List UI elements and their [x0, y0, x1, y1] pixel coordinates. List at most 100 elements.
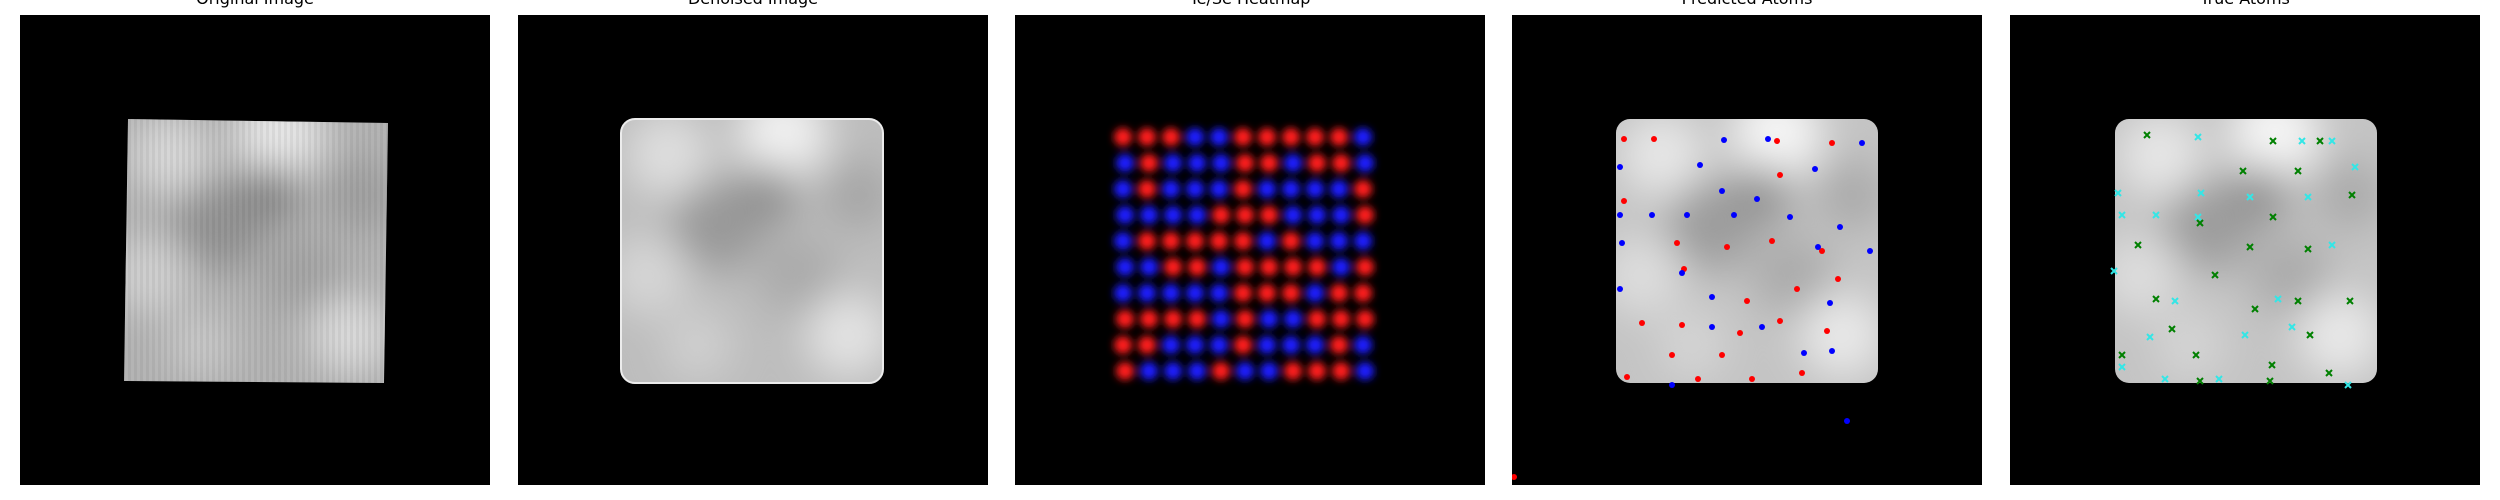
predicted-atom-marker [1669, 352, 1675, 358]
predicted-atom-marker [1759, 324, 1765, 330]
heatmap-dot [1234, 128, 1252, 146]
heatmap-dot [1114, 232, 1132, 250]
heatmap-dot [1258, 180, 1276, 198]
heatmap-dot [1162, 284, 1180, 302]
true-atom-marker [2246, 243, 2254, 251]
heatmap-dot [1138, 336, 1156, 354]
heatmap-dot [1282, 180, 1300, 198]
heatmap-dot [1284, 206, 1302, 224]
heatmap-dot [1210, 128, 1228, 146]
heatmap-dot [1356, 362, 1374, 380]
heatmap-dot [1258, 232, 1276, 250]
true-atom-marker [2211, 271, 2219, 279]
heatmap-dot [1354, 284, 1372, 302]
heatmap-dot [1308, 310, 1326, 328]
predicted-atom-marker [1624, 374, 1630, 380]
heatmap-dot [1114, 180, 1132, 198]
predicted-atom-marker [1679, 322, 1685, 328]
heatmap-dot [1308, 154, 1326, 172]
predicted-atom-marker [1684, 212, 1690, 218]
predicted-atom-marker [1617, 164, 1623, 170]
heatmap-dot [1164, 206, 1182, 224]
panel-true [2010, 15, 2480, 485]
true-atom-marker [2215, 375, 2223, 383]
predicted-atom-marker [1777, 318, 1783, 324]
predicted-atom-marker [1815, 244, 1821, 250]
true-atom-marker [2197, 189, 2205, 197]
heatmap-dot [1114, 336, 1132, 354]
heatmap-dot [1162, 128, 1180, 146]
heatmap-dot [1140, 206, 1158, 224]
true-atom-marker [2304, 245, 2312, 253]
true-atom-marker [2328, 137, 2336, 145]
heatmap-dot [1138, 180, 1156, 198]
heatmap-dot [1308, 258, 1326, 276]
heatmap-dot [1138, 128, 1156, 146]
predicted-atom-marker [1719, 188, 1725, 194]
heatmap-dot [1356, 154, 1374, 172]
heatmap-dot [1210, 284, 1228, 302]
predicted-atom-marker [1619, 240, 1625, 246]
title-true: True Atoms [2010, 0, 2480, 8]
true-atom-marker [2196, 219, 2204, 227]
heatmap-dot [1138, 284, 1156, 302]
heatmap-dot [1356, 258, 1374, 276]
predicted-atom-marker [1621, 136, 1627, 142]
heatmap-dot [1140, 310, 1158, 328]
heatmap-dot [1236, 206, 1254, 224]
predicted-atom-marker [1835, 276, 1841, 282]
original-image [124, 119, 388, 383]
true-atom-marker [2268, 361, 2276, 369]
heatmap-dot [1188, 310, 1206, 328]
heatmap-dot [1260, 258, 1278, 276]
predicted-atom-marker [1754, 196, 1760, 202]
predicted-atom-marker [1829, 348, 1835, 354]
true-atom-marker [2241, 331, 2249, 339]
heatmap-dot [1186, 284, 1204, 302]
true-atom-marker [2114, 189, 2122, 197]
heatmap-dot [1284, 310, 1302, 328]
heatmap-dot [1354, 336, 1372, 354]
predicted-atom-marker [1801, 350, 1807, 356]
true-atom-marker [2239, 167, 2247, 175]
true-atom-marker [2304, 193, 2312, 201]
heatmap-dot [1332, 206, 1350, 224]
heatmap-dot [1116, 258, 1134, 276]
predicted-atom-marker [1777, 172, 1783, 178]
heatmap-dot [1330, 284, 1348, 302]
predicted-atom-marker [1709, 294, 1715, 300]
heatmap-dot [1282, 336, 1300, 354]
heatmap-dot [1138, 232, 1156, 250]
heatmap-dot [1236, 258, 1254, 276]
true-atom-marker [2143, 131, 2151, 139]
true-atom-marker [2346, 297, 2354, 305]
true-atom-marker [2294, 167, 2302, 175]
heatmap-dot [1260, 206, 1278, 224]
true-atom-marker [2118, 211, 2126, 219]
predicted-atom-marker [1769, 238, 1775, 244]
heatmap-dot [1306, 336, 1324, 354]
true-atom-marker [2152, 211, 2160, 219]
predicted-atom-marker [1512, 474, 1517, 480]
heatmap-dot [1186, 180, 1204, 198]
predicted-atom-marker [1679, 270, 1685, 276]
heatmap-dot [1236, 310, 1254, 328]
predicted-atom-marker [1812, 166, 1818, 172]
heatmap-dot [1210, 336, 1228, 354]
heatmap-dot [1116, 206, 1134, 224]
heatmap-image [1114, 128, 1374, 380]
predicted-atom-marker [1749, 376, 1755, 382]
panel-predicted [1512, 15, 1982, 485]
true-atom-marker [2146, 333, 2154, 341]
true-atom-marker [2348, 191, 2356, 199]
heatmap-dot [1282, 232, 1300, 250]
heatmap-dot [1212, 310, 1230, 328]
predicted-atom-marker [1651, 136, 1657, 142]
heatmap-dot [1354, 128, 1372, 146]
heatmap-dot [1234, 180, 1252, 198]
predicted-atom-marker [1859, 140, 1865, 146]
heatmap-dot [1188, 206, 1206, 224]
heatmap-dot [1330, 336, 1348, 354]
predicted-atom-marker [1697, 162, 1703, 168]
title-original: Original Image [20, 0, 490, 8]
